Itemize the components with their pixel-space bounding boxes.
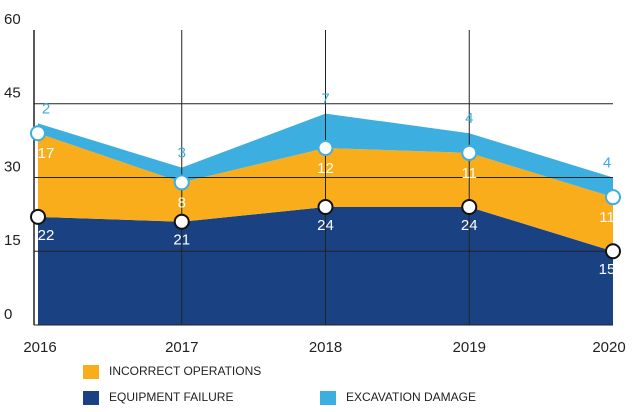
marker — [30, 125, 46, 142]
data-label: 17 — [38, 145, 55, 162]
y-tick-label: 30 — [4, 158, 21, 175]
marker — [605, 243, 621, 260]
y-tick-label: 0 — [4, 306, 12, 323]
marker — [461, 199, 478, 215]
marker — [30, 208, 46, 225]
data-label: 24 — [461, 217, 478, 234]
marker — [461, 144, 478, 161]
marker — [173, 174, 190, 191]
legend-label: EQUIPMENT FAILURE — [109, 390, 233, 404]
data-label: 15 — [599, 261, 616, 278]
x-tick-label: 2020 — [592, 339, 625, 356]
data-label: 22 — [38, 227, 55, 244]
data-label: 21 — [173, 232, 190, 249]
marker — [173, 213, 190, 230]
y-tick-label: 45 — [4, 85, 21, 102]
data-label: 2 — [42, 100, 50, 117]
y-tick-label: 60 — [4, 11, 21, 28]
data-label: 4 — [465, 110, 473, 127]
x-tick-label: 2019 — [453, 339, 486, 356]
legend-swatch — [320, 391, 336, 405]
legend-swatch — [83, 391, 99, 405]
data-label: 12 — [317, 160, 334, 177]
data-label: 8 — [178, 194, 186, 211]
data-label: 7 — [321, 91, 329, 108]
data-label: 11 — [461, 165, 477, 182]
x-tick-label: 2017 — [165, 339, 198, 356]
data-label: 11 — [599, 209, 615, 226]
marker — [317, 140, 334, 156]
legend-label: INCORRECT OPERATIONS — [109, 364, 261, 378]
data-label: 24 — [317, 217, 334, 234]
x-tick-label: 2018 — [309, 339, 342, 356]
x-tick-label: 2016 — [23, 339, 56, 356]
marker — [317, 199, 334, 215]
marker — [605, 189, 621, 206]
legend-swatch — [83, 365, 99, 379]
legend-label: EXCAVATION DAMAGE — [346, 390, 476, 404]
data-label: 3 — [178, 145, 186, 162]
data-label: 4 — [603, 154, 611, 171]
y-tick-label: 15 — [4, 232, 21, 249]
